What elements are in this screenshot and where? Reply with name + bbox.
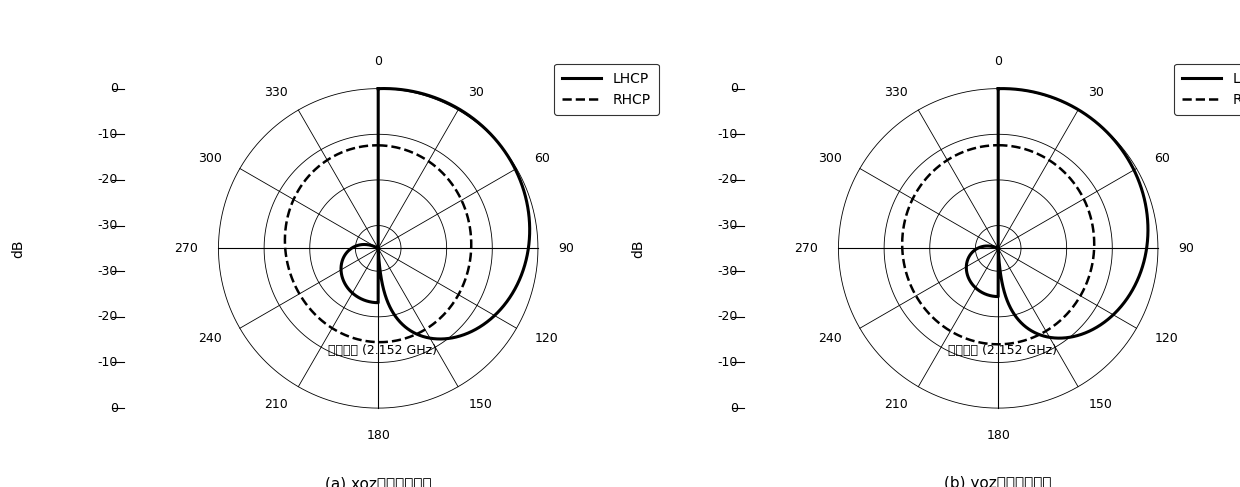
Text: 0: 0 (730, 402, 738, 414)
Text: -10: -10 (98, 128, 118, 141)
Text: 330: 330 (884, 86, 908, 98)
Text: 270: 270 (794, 242, 817, 255)
Text: 30: 30 (1089, 86, 1105, 98)
Text: 120: 120 (1154, 332, 1178, 345)
Text: 30: 30 (469, 86, 485, 98)
Text: -10: -10 (98, 356, 118, 369)
Text: 仿真结果 (2.152 GHz): 仿真结果 (2.152 GHz) (329, 344, 438, 357)
Text: dB: dB (11, 239, 26, 258)
Text: 240: 240 (198, 332, 222, 345)
Text: 0: 0 (730, 82, 738, 95)
Text: 180: 180 (366, 429, 391, 442)
Text: 0: 0 (110, 82, 118, 95)
Text: 仿真结果 (2.152 GHz): 仿真结果 (2.152 GHz) (949, 344, 1058, 357)
Text: dB: dB (631, 239, 646, 258)
Text: -20: -20 (718, 173, 738, 187)
Text: 150: 150 (1089, 398, 1112, 411)
Text: 270: 270 (174, 242, 197, 255)
Text: 90: 90 (1179, 242, 1194, 255)
Text: (b) yoz面的仿真结果: (b) yoz面的仿真结果 (945, 476, 1052, 487)
Text: 150: 150 (469, 398, 492, 411)
Text: 180: 180 (986, 429, 1011, 442)
Text: -20: -20 (98, 310, 118, 323)
Text: 0: 0 (994, 55, 1002, 68)
Text: 210: 210 (264, 398, 288, 411)
Text: -30: -30 (718, 219, 738, 232)
Text: -20: -20 (98, 173, 118, 187)
Text: -10: -10 (718, 128, 738, 141)
Text: 0: 0 (110, 402, 118, 414)
Text: 300: 300 (198, 151, 222, 165)
Text: (a) xoz面的仿真结果: (a) xoz面的仿真结果 (325, 476, 432, 487)
Text: 330: 330 (264, 86, 288, 98)
Text: 60: 60 (534, 151, 551, 165)
Text: 240: 240 (818, 332, 842, 345)
Text: 210: 210 (884, 398, 908, 411)
Text: 120: 120 (534, 332, 558, 345)
Text: -20: -20 (718, 310, 738, 323)
Text: 90: 90 (559, 242, 574, 255)
Text: 300: 300 (818, 151, 842, 165)
Text: 0: 0 (374, 55, 382, 68)
Text: -30: -30 (98, 219, 118, 232)
Text: 60: 60 (1154, 151, 1171, 165)
Legend: LHCP, RHCP: LHCP, RHCP (554, 64, 658, 115)
Text: -10: -10 (718, 356, 738, 369)
Text: -30: -30 (98, 265, 118, 278)
Legend: LHCP, RHCP: LHCP, RHCP (1174, 64, 1240, 115)
Text: -30: -30 (718, 265, 738, 278)
